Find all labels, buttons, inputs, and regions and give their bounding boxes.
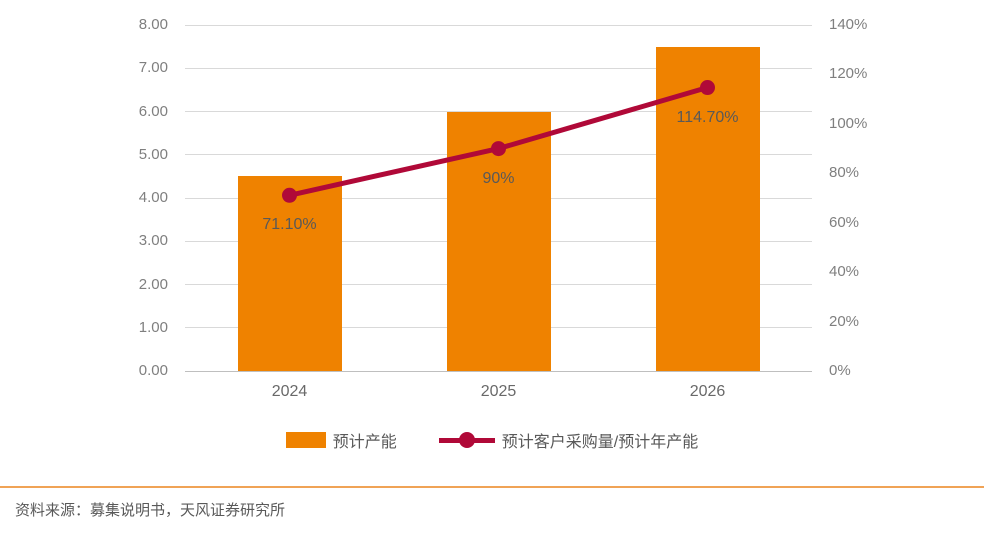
left-axis-tick: 5.00 <box>138 145 168 163</box>
left-axis-tick: 8.00 <box>138 16 168 33</box>
legend-line-dot <box>458 432 475 448</box>
right-axis-tick: 80% <box>829 164 860 182</box>
line-data-label: 114.70% <box>676 108 739 126</box>
left-axis-tick: 2.00 <box>138 275 168 293</box>
left-axis-tick: 0.00 <box>138 362 168 379</box>
bar-2025 <box>446 111 551 371</box>
source-divider <box>0 486 984 488</box>
bar-2026 <box>655 46 760 371</box>
left-axis-tick: 4.00 <box>138 189 168 206</box>
right-axis-tick: 140% <box>829 16 868 33</box>
gridline <box>185 67 812 69</box>
legend-bar-swatch <box>285 432 326 448</box>
line-data-label: 71.10% <box>262 216 317 234</box>
left-axis-tick: 7.00 <box>138 59 168 77</box>
right-axis-tick: 20% <box>829 312 860 330</box>
legend-item-ratio: 预计客户采购量/预计年产能 <box>438 428 699 452</box>
legend-item-capacity: 预计产能 <box>285 428 397 452</box>
legend-label-ratio: 预计客户采购量/预计年产能 <box>501 434 699 451</box>
left-axis-tick: 6.00 <box>138 102 168 120</box>
x-axis-label: 2026 <box>689 383 726 400</box>
legend-label-capacity: 预计产能 <box>332 434 397 451</box>
x-axis-label: 2025 <box>480 383 517 400</box>
legend: 预计产能 预计客户采购量/预计年产能 <box>0 429 984 451</box>
line-data-label: 90% <box>482 169 515 187</box>
right-axis-tick: 100% <box>829 114 868 132</box>
right-axis-tick: 120% <box>829 65 868 83</box>
right-axis-tick: 40% <box>829 263 860 281</box>
left-axis-tick: 3.00 <box>138 232 168 250</box>
legend-line-marker <box>438 432 495 448</box>
x-axis-line <box>185 370 812 372</box>
left-axis-tick: 1.00 <box>138 318 168 336</box>
bar-2024 <box>237 176 342 371</box>
source-note: 资料来源：募集说明书，天风证券研究所 <box>15 502 286 519</box>
right-axis-tick: 0% <box>829 362 851 379</box>
right-axis-tick: 60% <box>829 213 860 231</box>
x-axis-label: 2024 <box>271 383 308 400</box>
gridline <box>185 24 812 26</box>
